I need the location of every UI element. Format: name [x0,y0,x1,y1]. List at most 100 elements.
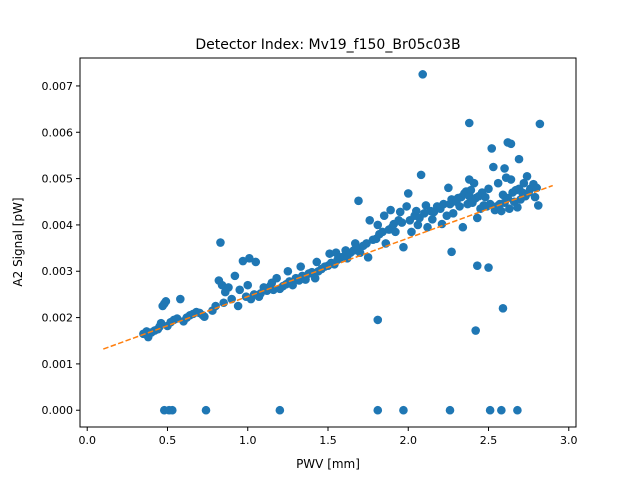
data-point [288,280,297,290]
y-tick-label: 0.002 [42,312,74,325]
data-point [530,192,540,202]
data-point [161,297,171,306]
data-point [245,253,254,263]
data-point [230,271,240,281]
data-point [167,405,177,415]
data-point [235,285,245,295]
data-point [535,119,545,129]
data-point [251,257,261,267]
data-point [397,218,407,227]
data-point [272,273,281,283]
data-point [379,211,389,220]
data-point [238,256,248,266]
data-point [497,206,506,216]
data-point [373,315,383,325]
axes-frame [79,57,577,428]
data-point [312,257,322,267]
data-point [310,273,320,283]
data-point [484,263,493,272]
data-point [428,215,437,224]
data-point [399,405,408,415]
y-tick-label: 0.000 [42,404,74,417]
data-point [411,206,421,216]
y-tick-label: 0.001 [42,358,74,371]
x-tick-label: 1.5 [319,434,337,447]
data-point [243,280,253,290]
data-point [224,283,233,292]
data-point [354,196,363,206]
y-tick-label: 0.006 [42,126,74,139]
data-point [513,203,522,212]
data-point [200,312,209,321]
data-point [275,405,285,415]
data-point [485,405,495,415]
x-tick-label: 2.5 [480,434,498,447]
data-point [472,261,482,270]
data-point [325,249,334,258]
data-point [233,301,243,311]
data-point [176,294,185,304]
data-point [444,183,453,193]
data-point [201,405,211,415]
data-point [522,171,532,181]
data-point [472,213,482,223]
data-point [421,201,431,210]
y-axis-label: A2 Signal [pW] [11,197,25,286]
data-point [362,239,371,248]
data-point [487,144,497,153]
y-axis: 0.000 0.001 0.002 0.003 0.004 0.005 0.006 0.007 [42,80,80,417]
data-point [418,70,428,79]
data-point [447,247,456,257]
data-point [283,266,293,276]
y-tick-label: 0.007 [42,80,74,93]
data-point [402,202,411,211]
data-point [533,201,543,210]
x-tick-label: 2.0 [400,434,418,447]
y-tick-label: 0.005 [42,173,74,186]
data-point [506,139,516,149]
data-point [503,193,513,203]
fit-line [103,184,553,350]
y-tick-label: 0.004 [42,219,74,232]
data-point [365,215,375,225]
data-point [386,205,395,215]
data-point [519,178,529,188]
data-point [363,253,373,262]
data-point [484,184,493,194]
x-tick-label: 1.0 [239,434,257,447]
data-point [448,209,458,218]
data-point [296,262,306,271]
chart-title: Detector Index: Mv19_f150_Br05c03B [195,37,460,53]
data-point [514,154,524,164]
x-tick-label: 0.0 [78,434,96,447]
data-point [439,199,448,209]
x-axis: 0.0 0.5 1.0 1.5 2.0 2.5 3.0 [78,427,578,447]
data-point [505,204,514,214]
data-point [458,222,468,232]
data-point [391,227,400,237]
x-tick-label: 3.0 [560,434,578,447]
data-point [355,248,365,258]
data-point [407,227,416,237]
data-point [216,238,225,247]
data-point [466,185,476,195]
data-point [423,222,432,232]
x-tick-label: 0.5 [159,434,177,447]
data-point [464,118,474,128]
data-point [506,175,516,184]
data-point [395,207,405,217]
data-point [445,405,455,415]
data-point [399,242,408,252]
plot-area [103,70,553,415]
data-point [489,162,498,172]
data-point [413,220,423,230]
data-point [481,192,490,202]
data-point [498,304,508,313]
data-point [513,405,522,415]
data-point [497,405,506,415]
data-point [156,318,166,328]
data-point [471,326,480,335]
